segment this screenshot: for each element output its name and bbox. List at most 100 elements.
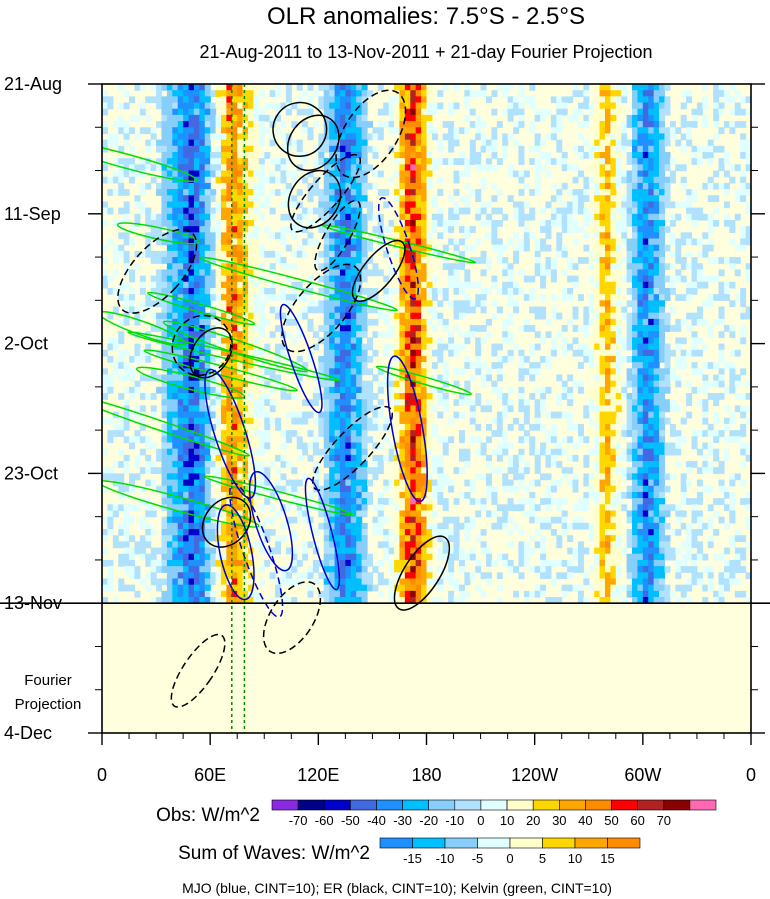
heat-cell [594, 417, 601, 425]
heat-cell [150, 164, 157, 172]
heat-cell [183, 108, 190, 116]
heat-cell [729, 411, 736, 419]
heat-cell [599, 306, 606, 314]
heat-cell [659, 195, 666, 203]
heat-cell [394, 337, 401, 345]
heat-cell [583, 102, 590, 110]
heat-cell [220, 479, 227, 487]
heat-cell [696, 250, 703, 258]
heat-cell [269, 170, 276, 178]
heat-cell [669, 287, 676, 295]
heat-cell [707, 300, 714, 308]
heat-cell [123, 417, 130, 425]
heat-cell [632, 380, 639, 388]
heat-cell [707, 362, 714, 369]
heat-cell [269, 232, 276, 240]
heat-cell [193, 170, 200, 178]
heat-cell [669, 219, 676, 227]
heat-cell [621, 176, 628, 184]
heat-cell [610, 102, 617, 110]
heat-cell [145, 238, 152, 246]
heat-cell [307, 232, 314, 240]
heat-cell [161, 133, 168, 141]
heat-cell [215, 275, 222, 283]
heat-cell [329, 127, 336, 135]
heat-cell [388, 287, 395, 295]
heat-cell [329, 386, 336, 394]
heat-cell [177, 201, 184, 209]
heat-cell [215, 294, 222, 301]
heat-cell [404, 411, 411, 419]
heat-cell [410, 355, 417, 363]
heat-cell [599, 164, 606, 172]
heat-cell [339, 133, 346, 141]
heat-cell [637, 145, 644, 153]
heat-cell [156, 102, 163, 110]
heat-cell [367, 479, 374, 487]
heat-cell [183, 454, 190, 462]
heat-cell [193, 479, 200, 487]
heat-cell [302, 473, 309, 481]
heat-cell [442, 318, 449, 326]
heat-cell [118, 176, 125, 184]
heat-cell [183, 275, 190, 283]
heat-cell [350, 219, 357, 227]
heat-cell [610, 201, 617, 209]
heat-cell [226, 151, 233, 159]
heat-cell [415, 226, 422, 233]
heat-cell [334, 294, 341, 301]
heat-cell [686, 250, 693, 258]
heat-cell [188, 355, 195, 363]
heat-cell [215, 158, 222, 165]
heat-cell [188, 108, 195, 116]
heat-cell [496, 306, 503, 314]
heat-cell [350, 423, 357, 431]
heat-cell [529, 102, 536, 110]
heat-cell [653, 182, 660, 190]
heat-cell [415, 362, 422, 369]
heat-cell [188, 219, 195, 227]
heat-cell [464, 479, 471, 487]
heat-cell [215, 337, 222, 345]
heat-cell [242, 461, 249, 468]
heat-cell [691, 121, 698, 128]
heat-cell [383, 436, 390, 444]
heat-cell [421, 349, 428, 357]
heat-cell [220, 349, 227, 357]
heat-cell [188, 300, 195, 308]
heat-cell [707, 195, 714, 203]
heat-cell [350, 145, 357, 153]
heat-cell [329, 139, 336, 147]
heat-cell [648, 473, 655, 481]
heat-cell [112, 139, 119, 147]
heat-cell [594, 454, 601, 462]
heat-cell [583, 207, 590, 215]
heat-cell [523, 430, 530, 437]
heat-cell [572, 349, 579, 357]
heat-cell [361, 257, 368, 264]
heat-cell [637, 306, 644, 314]
heat-cell [388, 127, 395, 135]
heat-cell [702, 399, 709, 407]
heat-cell [642, 158, 649, 165]
heat-cell [372, 393, 379, 400]
heat-cell [485, 164, 492, 172]
heat-cell [637, 207, 644, 215]
heat-cell [129, 374, 136, 382]
heat-cell [599, 114, 606, 122]
heat-cell [686, 133, 693, 141]
heat-cell [394, 164, 401, 172]
heat-cell [134, 454, 141, 462]
heat-cell [285, 275, 292, 283]
heat-cell [107, 374, 114, 382]
heat-cell [253, 238, 260, 246]
heat-cell [172, 250, 179, 258]
heat-cell [594, 473, 601, 481]
heat-cell [421, 164, 428, 172]
heat-cell [642, 201, 649, 209]
heat-cell [431, 306, 438, 314]
heat-cell [659, 386, 666, 394]
heat-cell [394, 331, 401, 339]
heat-cell [507, 405, 514, 413]
heat-cell [437, 90, 444, 97]
